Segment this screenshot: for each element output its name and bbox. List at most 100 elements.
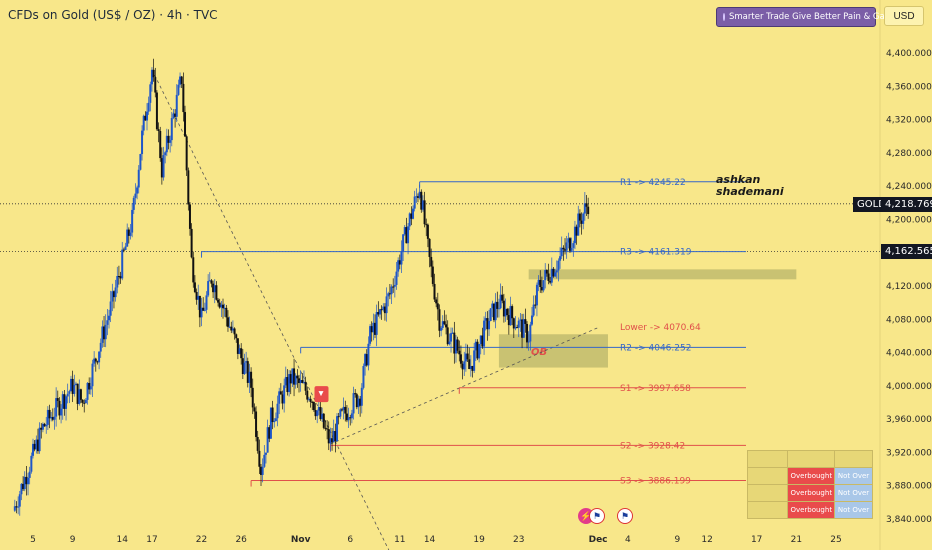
candle-body bbox=[198, 295, 201, 318]
candle-body bbox=[545, 270, 548, 274]
other-cell: Not Over bbox=[834, 467, 873, 485]
author-last: shademani bbox=[716, 185, 784, 198]
candle-body bbox=[51, 417, 54, 420]
candle-body bbox=[529, 324, 532, 342]
candle-body bbox=[484, 318, 487, 321]
candle-body bbox=[38, 427, 41, 452]
currency-button[interactable]: USD bbox=[884, 6, 924, 26]
candle-body bbox=[393, 284, 396, 287]
candle-body bbox=[499, 294, 502, 309]
candle-body bbox=[53, 416, 56, 420]
candle-body bbox=[286, 377, 289, 393]
candle-body bbox=[412, 208, 415, 219]
candle-body bbox=[134, 193, 137, 198]
candle-body bbox=[40, 427, 43, 430]
table-row: Overbought Not Over bbox=[746, 484, 873, 502]
candle-body bbox=[193, 282, 196, 293]
candle-body bbox=[552, 268, 555, 277]
candle-body bbox=[154, 77, 157, 93]
candle-body bbox=[370, 326, 373, 333]
candle-body bbox=[180, 76, 183, 84]
candle-body bbox=[101, 326, 104, 343]
candle-body bbox=[402, 234, 405, 252]
table-header bbox=[834, 450, 873, 468]
candle-body bbox=[248, 371, 251, 383]
zone-box bbox=[528, 269, 797, 280]
chart-title: CFDs on Gold (US$ / OZ) · 4h · TVC bbox=[8, 8, 218, 22]
candle-body bbox=[264, 452, 267, 455]
candle-body bbox=[187, 170, 190, 205]
candle-body bbox=[342, 406, 345, 411]
candle-body bbox=[296, 375, 299, 379]
candle-body bbox=[217, 299, 220, 303]
candle-body bbox=[463, 361, 466, 370]
candle-body bbox=[392, 286, 395, 288]
candle-body bbox=[255, 411, 258, 437]
candle-body bbox=[56, 398, 59, 401]
candle-body bbox=[340, 409, 343, 411]
candle-body bbox=[93, 358, 96, 364]
candle-body bbox=[521, 319, 524, 338]
candle-body bbox=[317, 407, 320, 411]
candle-body bbox=[103, 326, 106, 340]
y-tick-label: 4,400.000 bbox=[886, 49, 932, 59]
candle-body bbox=[557, 260, 560, 271]
candle-body bbox=[116, 275, 119, 288]
candle-body bbox=[152, 69, 155, 78]
candle-body bbox=[261, 466, 264, 475]
candle-body bbox=[230, 326, 233, 331]
candle-body bbox=[454, 339, 457, 354]
candle-body bbox=[410, 213, 413, 219]
indicator-badge[interactable]: Smarter Trade Give Better Pain & Gain ◉ bbox=[716, 7, 904, 27]
candle-body bbox=[478, 344, 481, 359]
candle-body bbox=[532, 304, 535, 316]
us-flag-icon[interactable]: ⚑ bbox=[617, 508, 633, 524]
candle-body bbox=[112, 291, 115, 298]
candle-body bbox=[84, 399, 87, 404]
candle-body bbox=[108, 315, 111, 321]
candle-body bbox=[228, 326, 231, 328]
candle-body bbox=[111, 291, 114, 302]
candle-body bbox=[519, 319, 522, 321]
candle-body bbox=[258, 450, 261, 467]
uptrend-line bbox=[330, 327, 599, 445]
table-header-row bbox=[746, 450, 873, 468]
level-label: Lower -> 4070.64 bbox=[620, 323, 701, 333]
us-flag-icon[interactable]: ⚑ bbox=[589, 508, 605, 524]
x-tick-label: 6 bbox=[347, 535, 353, 545]
candle-body bbox=[205, 295, 208, 310]
candle-body bbox=[27, 477, 30, 485]
candle-body bbox=[18, 494, 21, 507]
candle-body bbox=[150, 69, 153, 85]
indicator-icon bbox=[723, 13, 725, 21]
candle-body bbox=[45, 424, 48, 427]
candle-body bbox=[192, 257, 195, 283]
candle-body bbox=[458, 350, 461, 355]
x-tick-label: 9 bbox=[675, 535, 681, 545]
candle-body bbox=[578, 213, 581, 221]
candle-body bbox=[440, 327, 443, 331]
candle-body bbox=[568, 238, 571, 251]
candle-body bbox=[443, 321, 446, 325]
candle-body bbox=[106, 320, 109, 325]
candle-body bbox=[311, 401, 314, 403]
candle-body bbox=[91, 363, 94, 387]
timeframe-cell bbox=[746, 484, 789, 502]
candle-body bbox=[408, 213, 411, 227]
candle-body bbox=[23, 476, 26, 490]
candle-body bbox=[524, 319, 527, 324]
candle-body bbox=[378, 309, 381, 315]
candle-body bbox=[522, 319, 525, 338]
candle-body bbox=[336, 416, 339, 442]
candle-body bbox=[299, 380, 302, 384]
candle-body bbox=[291, 368, 294, 384]
candle-body bbox=[235, 334, 238, 339]
candle-body bbox=[383, 306, 386, 314]
candle-body bbox=[177, 84, 180, 95]
candle-body bbox=[344, 406, 347, 414]
candle-body bbox=[377, 312, 380, 315]
x-tick-label: 19 bbox=[473, 535, 485, 545]
candle-body bbox=[555, 270, 558, 273]
candle-body bbox=[119, 276, 122, 279]
